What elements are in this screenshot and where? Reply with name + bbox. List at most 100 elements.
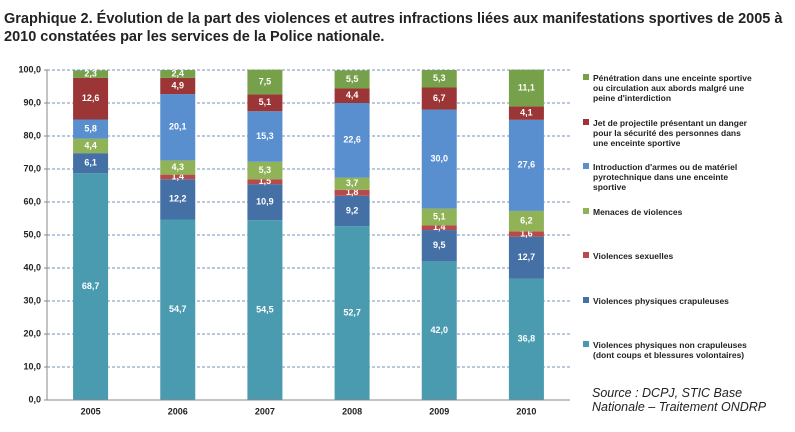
value-label: 9,2	[346, 205, 359, 215]
bar-segment	[421, 225, 457, 231]
legend-label: Menaces de violences	[593, 206, 683, 217]
bar-segment	[421, 261, 457, 400]
legend-swatch	[583, 163, 589, 169]
value-label: 5,5	[346, 74, 359, 84]
bar-segment	[508, 278, 544, 400]
legend-label: Introduction d'armes ou de matériel pyro…	[593, 162, 738, 192]
value-label: 4,9	[171, 80, 184, 90]
value-label: 42,0	[430, 325, 448, 335]
value-label: 68,7	[82, 281, 100, 291]
value-label: 5,8	[84, 123, 97, 133]
x-tick-label: 2008	[342, 406, 362, 416]
bar-segment	[421, 208, 457, 226]
bar-segment	[73, 138, 109, 154]
bar-segment	[160, 70, 196, 78]
bar-segment	[334, 189, 370, 196]
value-label: 30,0	[430, 153, 448, 163]
bar-segment	[508, 119, 544, 211]
value-label: 7,5	[259, 76, 272, 86]
y-tick-label: 40,0	[23, 262, 41, 272]
bar-segment	[247, 69, 283, 95]
value-label: 1,6	[520, 228, 533, 238]
chart-title: Graphique 2. Évolution de la part des vi…	[4, 11, 783, 45]
bar-segment	[334, 103, 370, 178]
value-label: 6,1	[84, 158, 97, 168]
bar-segment	[247, 184, 283, 221]
legend-swatch	[583, 207, 589, 214]
bar-segment	[421, 87, 457, 110]
value-label: 12,2	[169, 194, 187, 204]
bar-segment	[160, 160, 196, 175]
y-tick-label: 70,0	[23, 163, 41, 173]
y-tick-label: 30,0	[23, 295, 41, 305]
value-label: 5,1	[433, 211, 446, 221]
bar-segment	[73, 70, 109, 78]
x-tick-label: 2010	[516, 406, 536, 416]
y-tick-label: 60,0	[23, 196, 41, 206]
legend-label: Violences physiques non crapuleuses (don…	[593, 340, 747, 360]
legend-item: Introduction d'armes ou de matériel pyro…	[583, 162, 758, 192]
value-label: 27,6	[518, 160, 536, 170]
bar-segment	[334, 70, 370, 89]
bar-segment	[421, 70, 457, 88]
legend-item: Jet de projectile présentant un danger p…	[583, 118, 758, 148]
value-label: 52,7	[343, 307, 361, 317]
bar-segment	[508, 236, 544, 279]
value-label: 5,1	[259, 97, 272, 107]
bar-segment	[247, 161, 283, 180]
legend-swatch	[583, 296, 589, 303]
x-tick-label: 2006	[168, 406, 188, 416]
bar-segment	[73, 119, 109, 139]
legend-swatch	[583, 341, 589, 347]
value-label: 12,6	[82, 93, 100, 103]
legend-swatch	[583, 252, 589, 258]
bar-segment	[421, 230, 457, 262]
bar-segment	[334, 177, 370, 190]
legend-swatch	[583, 74, 589, 80]
bar-segment	[247, 111, 283, 162]
bar-segment	[247, 179, 283, 185]
legend-item: Violences physiques non crapuleuses (don…	[583, 340, 758, 360]
legend-label: Pénétration dans une enceinte sportive o…	[593, 73, 752, 103]
value-label: 6,2	[520, 216, 533, 226]
legend-item: Pénétration dans une enceinte sportive o…	[583, 73, 758, 103]
value-label: 6,7	[433, 93, 446, 103]
bar-segment	[421, 109, 457, 209]
value-label: 54,5	[256, 304, 274, 314]
legend-swatch	[583, 118, 589, 125]
source-note: Source : DCPJ, STIC Base Nationale – Tra…	[592, 386, 767, 414]
bar-segment	[247, 94, 283, 112]
bar-segment	[247, 220, 283, 400]
y-tick-label: 10,0	[23, 361, 41, 371]
bar-segment	[508, 69, 544, 107]
y-tick-label: 20,0	[23, 328, 41, 338]
legend-label: Violences physiques crapuleuses	[593, 295, 729, 306]
x-tick-label: 2007	[255, 406, 275, 416]
legend-item: Menaces de violences	[583, 207, 758, 217]
value-label: 20,1	[169, 122, 187, 132]
bar-segment	[160, 77, 196, 95]
value-label: 22,6	[343, 135, 361, 145]
bar-segment	[334, 226, 370, 400]
y-tick-label: 90,0	[23, 97, 41, 107]
x-tick-label: 2009	[429, 406, 449, 416]
bar-segment	[334, 195, 370, 227]
value-label: 5,3	[259, 165, 272, 175]
y-tick-label: 80,0	[23, 130, 41, 140]
value-label: 5,3	[433, 73, 446, 83]
value-label: 1,5	[259, 176, 272, 186]
value-label: 2,3	[84, 69, 97, 79]
bar-segment	[508, 210, 544, 232]
value-label: 54,7	[169, 304, 187, 314]
y-tick-label: 0,0	[28, 394, 41, 404]
value-label: 36,8	[518, 334, 536, 344]
legend-label: Violences sexuelles	[593, 251, 674, 261]
bar-segment	[73, 173, 109, 400]
bar-segment	[508, 106, 544, 120]
bar-segment	[508, 231, 544, 237]
bar-segment	[160, 219, 196, 400]
value-label: 1,8	[346, 187, 359, 197]
value-label: 4,3	[171, 162, 184, 172]
value-label: 15,3	[256, 131, 274, 141]
